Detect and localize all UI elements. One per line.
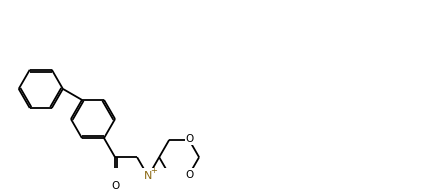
Text: O: O xyxy=(111,181,119,191)
Text: O: O xyxy=(186,170,194,180)
Text: O: O xyxy=(186,134,194,144)
Text: N: N xyxy=(144,171,152,181)
Text: +: + xyxy=(151,166,157,175)
